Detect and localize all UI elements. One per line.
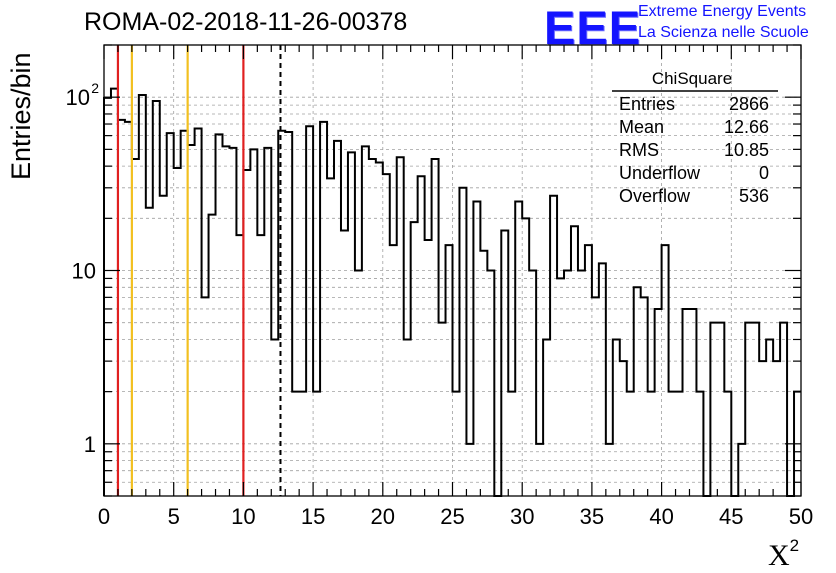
stats-value-overflow: 536	[739, 186, 769, 206]
stats-value-entries: 2866	[729, 94, 769, 114]
x-tick-label: 15	[301, 504, 325, 529]
x-tick-label: 10	[231, 504, 255, 529]
x-tick-label: 0	[98, 504, 110, 529]
x-tick-label: 5	[168, 504, 180, 529]
x-axis-label-superscript: 2	[789, 536, 800, 555]
stats-value-underflow: 0	[759, 163, 769, 183]
x-tick-label: 40	[649, 504, 673, 529]
x-tick-label: 50	[789, 504, 813, 529]
x-tick-label: 35	[580, 504, 604, 529]
x-axis-label-base: X	[768, 539, 790, 572]
eee-logo-line1: Extreme Energy Events	[638, 3, 807, 20]
chart-title: ROMA-02-2018-11-26-00378	[84, 8, 408, 36]
stats-label-rms: RMS	[619, 140, 659, 160]
y-tick-label: 10	[72, 259, 96, 284]
stats-label-overflow: Overflow	[619, 186, 691, 206]
histogram-steps	[103, 87, 801, 497]
y-tick-label: 10	[66, 85, 90, 110]
stats-value-rms: 10.85	[724, 140, 769, 160]
stats-label-entries: Entries	[619, 94, 675, 114]
stats-label-mean: Mean	[619, 117, 664, 137]
y-tick-label: 1	[84, 432, 96, 457]
x-tick-label: 45	[719, 504, 743, 529]
eee-logo-line2: La Scienza nelle Scuole	[638, 24, 809, 41]
x-axis-label: X2	[768, 536, 799, 573]
stats-title: ChiSquare	[652, 69, 732, 88]
x-tick-label: 20	[371, 504, 395, 529]
y-tick-label-exponent: 2	[91, 80, 99, 96]
x-tick-label: 30	[510, 504, 534, 529]
stats-box: ChiSquare Entries 2866 Mean 12.66 RMS 10.85 Un…	[612, 69, 778, 206]
stats-label-underflow: Underflow	[619, 163, 701, 183]
x-tick-label: 25	[440, 504, 464, 529]
stats-value-mean: 12.66	[724, 117, 769, 137]
histogram-layer	[103, 87, 801, 497]
